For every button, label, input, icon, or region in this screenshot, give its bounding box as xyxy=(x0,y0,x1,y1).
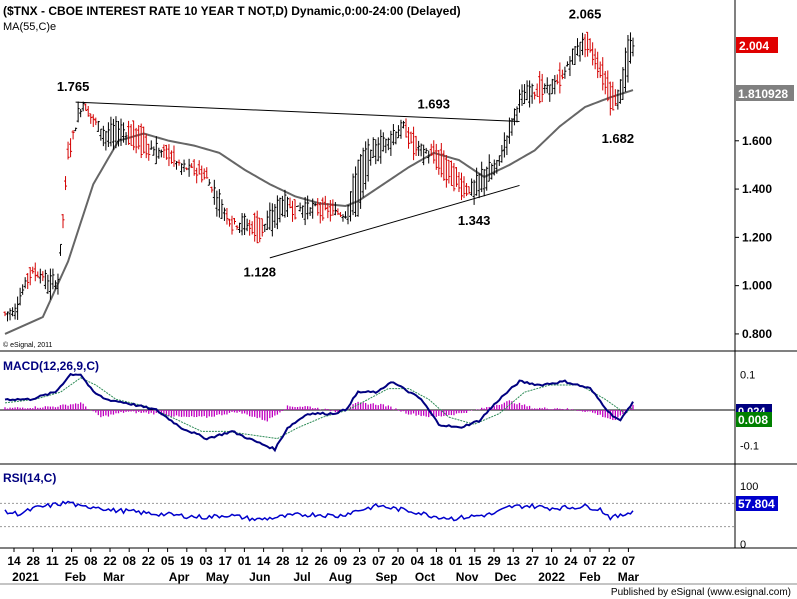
annotation-label: 1.343 xyxy=(458,213,491,228)
x-month-label: Jun xyxy=(249,570,270,584)
x-day-label: 20 xyxy=(391,554,405,568)
x-day-label: 07 xyxy=(622,554,636,568)
rsi-axis-label: 100 xyxy=(740,481,758,493)
x-day-label: 07 xyxy=(583,554,597,568)
signal-badge xyxy=(736,412,772,427)
x-day-label: 27 xyxy=(526,554,540,568)
copyright: © eSignal, 2011 xyxy=(3,341,53,349)
x-day-label: 03 xyxy=(199,554,213,568)
rsi-axis-label: 0 xyxy=(740,539,746,551)
x-month-label: Sep xyxy=(375,570,397,584)
ma-55-line xyxy=(4,89,634,335)
x-day-label: 14 xyxy=(7,554,21,568)
x-day-label: 28 xyxy=(27,554,41,568)
annotation-label: 2.065 xyxy=(569,7,602,22)
macd-group: 0.1 -0.1 xyxy=(0,369,759,453)
x-day-label: 07 xyxy=(372,554,386,568)
chart-title: ($TNX - CBOE INTEREST RATE 10 YEAR T NOT… xyxy=(3,4,461,18)
x-month-label: May xyxy=(206,570,230,584)
macd-axis-label: -0.1 xyxy=(740,441,759,453)
x-day-label: 12 xyxy=(295,554,309,568)
x-day-label: 19 xyxy=(180,554,194,568)
macd-title: MACD(12,26,9,C) xyxy=(3,359,99,373)
x-month-label: Mar xyxy=(618,570,640,584)
x-day-label: 10 xyxy=(545,554,559,568)
trendlines-group xyxy=(75,101,520,259)
price-badge xyxy=(736,37,778,53)
x-day-label: 11 xyxy=(46,554,59,568)
x-month-label: Oct xyxy=(415,570,435,584)
price-badge-value: 2.004 xyxy=(739,39,769,53)
x-day-label: 26 xyxy=(315,554,329,568)
x-day-label: 01 xyxy=(238,554,252,568)
ma-legend: MA(55,C)e xyxy=(3,21,56,33)
x-month-label: Aug xyxy=(329,570,352,584)
x-day-label: 09 xyxy=(334,554,348,568)
x-month-label: Apr xyxy=(169,570,190,584)
ma-badge xyxy=(736,85,794,101)
x-month-label: Mar xyxy=(103,570,125,584)
price-tick-label: 1.200 xyxy=(742,230,772,244)
annotation-label: 1.682 xyxy=(602,131,635,146)
x-day-label: 24 xyxy=(564,554,578,568)
x-day-label: 28 xyxy=(276,554,290,568)
signal-badge-value: 0.008 xyxy=(738,413,768,427)
x-day-label: 15 xyxy=(468,554,482,568)
x-day-label: 05 xyxy=(161,554,175,568)
rsi-line xyxy=(4,500,634,522)
x-day-label: 08 xyxy=(84,554,98,568)
price-tick-label: 0.800 xyxy=(742,327,772,341)
price-tick-label: 1.000 xyxy=(742,279,772,293)
x-day-label: 22 xyxy=(603,554,617,568)
trendline-upper xyxy=(75,101,520,122)
ma-line-group xyxy=(4,89,634,335)
x-day-label: 13 xyxy=(507,554,521,568)
x-day-label: 08 xyxy=(123,554,137,568)
x-day-label: 04 xyxy=(411,554,425,568)
annotation-label: 1.693 xyxy=(417,96,450,111)
x-day-label: 14 xyxy=(257,554,271,568)
x-month-label: 2021 xyxy=(12,570,39,584)
x-axis-group: 14 28 11 25 08 22 08 22 05 19 03 17 01 14 28 12 26 09 23 07… xyxy=(7,548,639,584)
rsi-group: 100 0 xyxy=(0,481,758,551)
x-day-label: 23 xyxy=(353,554,367,568)
x-day-label: 29 xyxy=(487,554,501,568)
x-day-label: 18 xyxy=(430,554,444,568)
candles-group xyxy=(3,31,635,322)
macd-line xyxy=(4,372,634,453)
trendline-lower xyxy=(269,184,520,259)
rsi-badge-value: 57.804 xyxy=(738,497,775,511)
price-tick-label: 1.400 xyxy=(742,182,772,196)
x-month-label: Dec xyxy=(495,570,517,584)
price-tick-label: 1.600 xyxy=(742,134,772,148)
x-month-label: Feb xyxy=(579,570,600,584)
x-day-label: 17 xyxy=(219,554,233,568)
x-month-label: Feb xyxy=(65,570,86,584)
rsi-title: RSI(14,C) xyxy=(3,471,56,485)
annotations-group: 1.765 1.693 2.065 1.682 1.343 1.128 xyxy=(57,7,634,280)
rsi-badge xyxy=(736,496,778,511)
footer-credit: Published by eSignal (www.esignal.com) xyxy=(611,587,791,598)
x-day-label: 22 xyxy=(103,554,117,568)
x-day-label: 22 xyxy=(142,554,156,568)
x-month-label: Jul xyxy=(293,570,310,584)
x-day-label: 01 xyxy=(449,554,463,568)
x-day-label: 25 xyxy=(65,554,79,568)
annotation-label: 1.128 xyxy=(243,265,276,280)
x-month-label: Nov xyxy=(456,570,479,584)
x-month-label: 2022 xyxy=(538,570,565,584)
price-axis-group: 1.600 1.400 1.200 1.000 0.800 xyxy=(735,134,772,341)
macd-signal-line xyxy=(4,377,634,440)
macd-axis-label: 0.1 xyxy=(740,369,755,381)
annotation-label: 1.765 xyxy=(57,79,90,94)
ma-badge-value: 1.810928 xyxy=(738,87,788,101)
